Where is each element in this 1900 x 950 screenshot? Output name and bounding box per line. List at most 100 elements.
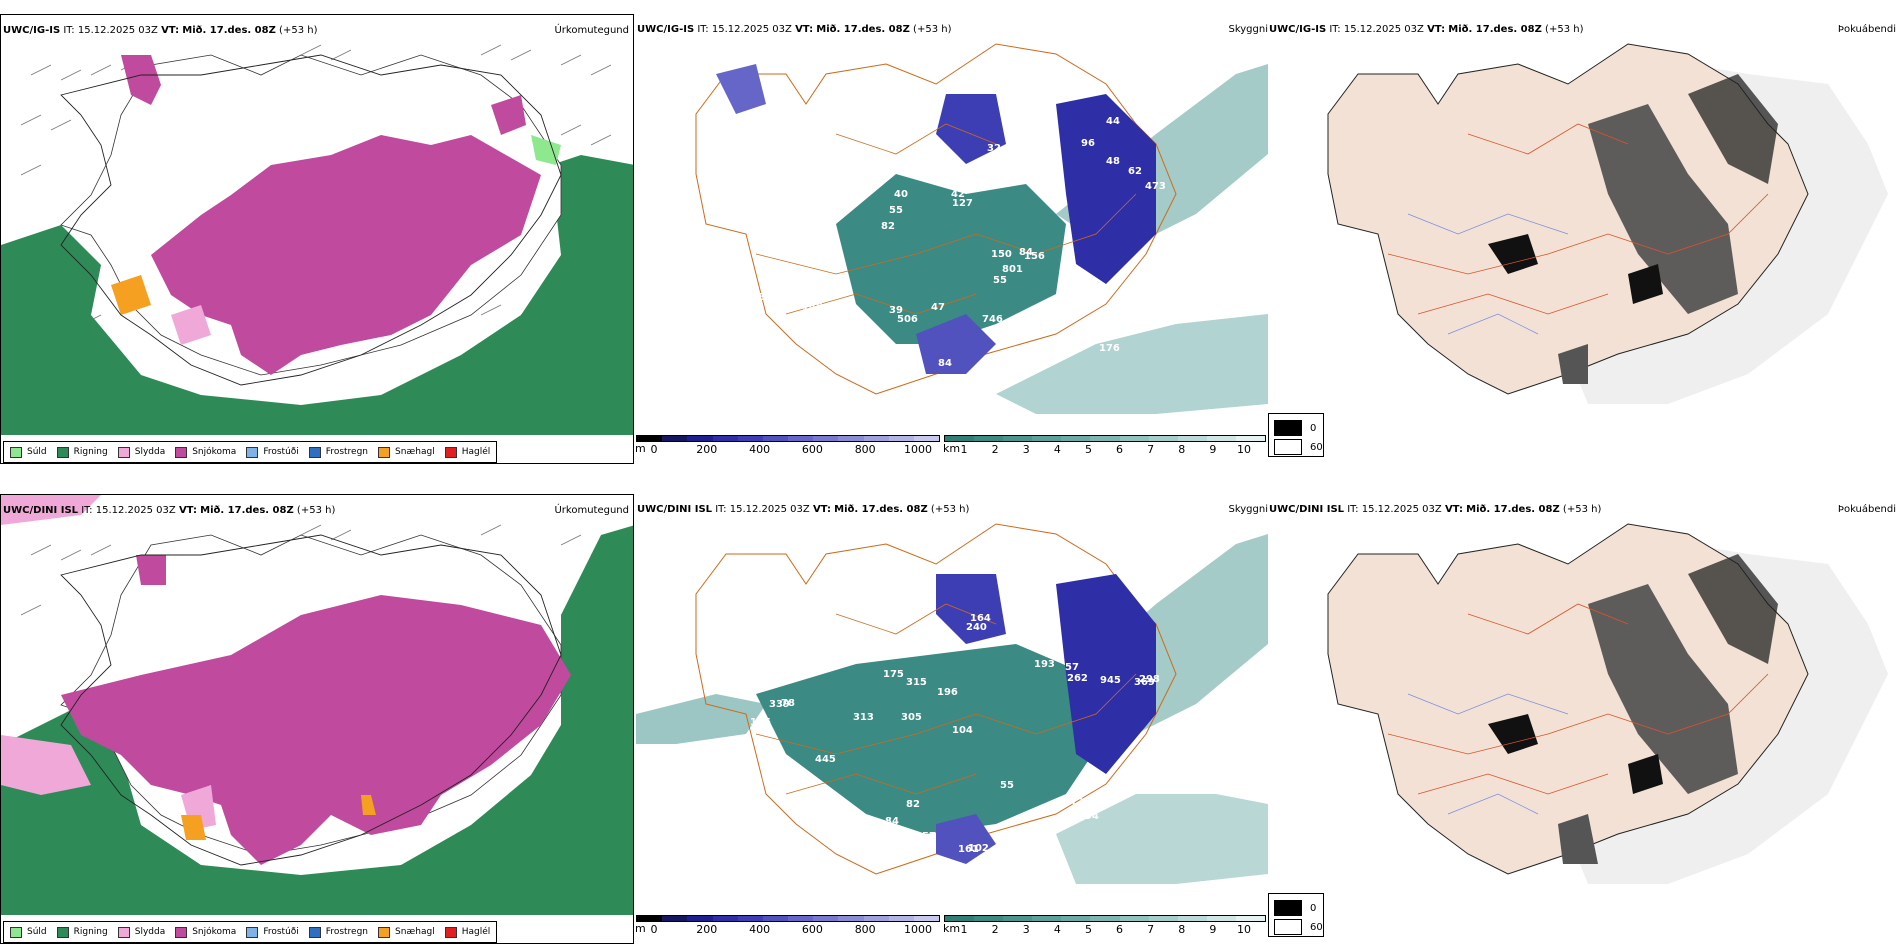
fog-map-row2 (1327, 523, 1888, 884)
colorbar-cell (662, 916, 688, 921)
panel-type-label: Úrkomutegund (554, 25, 629, 36)
colorbar-cell (1235, 916, 1266, 921)
colorbar-cell (1177, 436, 1207, 441)
fog-legend-swatch (1274, 900, 1302, 916)
legend-swatch (444, 926, 457, 938)
cloud-map-row2: 410 148 369 305 104 78 129 258 146 240 196 387 270 31… (636, 523, 1268, 884)
legend-item: Haglél (444, 446, 490, 458)
colorbar-tick-label: 4 (1053, 443, 1061, 456)
cloud-panel-row2: 410 148 369 305 104 78 129 258 146 240 196 387 270 31… (636, 494, 1268, 944)
legend-swatch (378, 926, 391, 938)
cloud-base-value: 196 (937, 687, 958, 698)
colorbar-tick-label: 10 (1237, 923, 1251, 936)
colorbar-tick-label: 1 (960, 443, 968, 456)
cloud-base-value: 84 (938, 358, 952, 369)
colorbar-tick-label: 5 (1084, 923, 1092, 936)
colorbar-cell (1090, 916, 1120, 921)
colorbar-tick-label: 200 (696, 443, 718, 456)
legend-item: Snæhagl (378, 446, 435, 458)
cloud-base-value: 62 (1128, 166, 1142, 177)
cloud-base-value: 110 (760, 656, 781, 667)
legend-label: Snjókoma (192, 447, 237, 457)
cloud-base-value: 109 (776, 362, 797, 373)
legend-item: Rigning (56, 926, 108, 938)
colorbar-cell (762, 916, 789, 921)
title-row2-col2: UWC/DINI ISL IT: 15.12.2025 03Z VT: Mið.… (637, 504, 970, 515)
cloud-base-value: 164 (970, 613, 991, 624)
cloud-base-value: 13 (777, 347, 791, 358)
colorbar-cell (974, 916, 1004, 921)
colorbar-tick-label: 4 (1053, 923, 1061, 936)
cloud-base-colorbar: 0 200 400 600 800 1000 m (636, 435, 940, 456)
precip-type-map-row2 (1, 495, 633, 915)
legend-label: Frostregn (325, 927, 369, 937)
colorbar-tick-label: 7 (1147, 923, 1155, 936)
cloud-base-value: 240 (966, 622, 987, 633)
colorbar-cell (637, 436, 663, 441)
title-row1-col1: UWC/IG-IS IT: 15.12.2025 03Z VT: Mið. 17… (3, 25, 318, 36)
title-row2-col1: UWC/DINI ISL IT: 15.12.2025 03Z VT: Mið.… (3, 505, 336, 516)
legend-label: Slydda (134, 447, 166, 457)
cloud-base-value: 47 (931, 302, 945, 313)
colorbar-tick-label: 200 (696, 923, 718, 936)
cloud-base-value: 157 (784, 590, 805, 601)
cloud-base-value: 102 (968, 843, 989, 854)
cloud-base-value: 57 (729, 643, 743, 654)
legend-item: Haglél (444, 926, 490, 938)
cloud-base-value: 48 (1106, 156, 1120, 167)
colorbar-cell (788, 436, 814, 441)
colorbar-cell (712, 916, 738, 921)
cloud-base-value: 283 (770, 286, 791, 297)
colorbar-tick-label: 0 (650, 923, 658, 936)
colorbar-cell (637, 916, 663, 921)
legend-label: Frostúði (263, 447, 299, 457)
cloud-base-value: 801 (1002, 264, 1023, 275)
cloud-base-value: 78 (781, 698, 795, 709)
legend-item: Frostregn (308, 926, 369, 938)
colorbar-tick-label: 6 (1116, 923, 1124, 936)
legend-item: Snjókoma (175, 926, 236, 938)
cloud-base-value: 313 (853, 712, 874, 723)
cloud-base-value: 106 (1028, 621, 1049, 632)
colorbar-tick-label: 800 (854, 443, 876, 456)
cloud-base-value: 193 (1034, 659, 1055, 670)
cloud-base-value: 44 (1106, 116, 1120, 127)
legend-swatch (246, 446, 259, 458)
cloud-base-value: 59 (1066, 342, 1080, 353)
panel-type-label: Úrkomutegund (554, 505, 629, 516)
cloud-base-value: 84 (885, 816, 899, 827)
colorbar-tick-label: 10 (1237, 443, 1251, 456)
colorbar-cell (1061, 436, 1091, 441)
cloud-base-value: 397 (766, 817, 787, 828)
legend-swatch (444, 446, 457, 458)
colorbar-cell (945, 916, 975, 921)
colorbar-cell (712, 436, 738, 441)
legend-swatch (117, 446, 130, 458)
legend-swatch (308, 926, 321, 938)
cloud-base-value: 53 (1142, 766, 1156, 777)
legend-item: Rigning (56, 446, 108, 458)
cloud-base-value: 305 (901, 712, 922, 723)
cloud-base-value: 43 (739, 358, 753, 369)
cloud-base-value: 755 (859, 844, 880, 855)
fog-legend-swatch (1274, 919, 1302, 935)
legend-swatch (117, 926, 130, 938)
cloud-base-value: 82 (881, 221, 895, 232)
precip-legend: Súld Rigning Slydda Snjókoma Frostúði Frostre… (3, 441, 498, 463)
colorbar-tick-label: 6 (1116, 443, 1124, 456)
legend-label: Snæhagl (395, 447, 435, 457)
cloud-base-value: 364 (935, 157, 956, 168)
cloud-base-value: 288 (805, 318, 826, 329)
cloud-panel-row1: 176 11 44 82 32 13 366 364 283 126 88 288 848 225 156 9… (636, 14, 1268, 464)
cloud-base-value: 175 (883, 669, 904, 680)
legend-label: Snæhagl (395, 927, 435, 937)
colorbar-cell (913, 436, 940, 441)
colorbar-tick-label: 400 (749, 923, 771, 936)
colorbar-tick-label: 3 (1022, 443, 1030, 456)
colorbar-tick-label: 1000 (904, 443, 932, 456)
colorbar-cell (687, 916, 713, 921)
cloud-base-value: 39 (889, 305, 903, 316)
cloud-base-colorbar: 0 200 400 600 800 1000 m (636, 915, 940, 936)
cloud-base-value: 6 (841, 165, 848, 176)
cloud-base-value: 96 (1081, 138, 1095, 149)
